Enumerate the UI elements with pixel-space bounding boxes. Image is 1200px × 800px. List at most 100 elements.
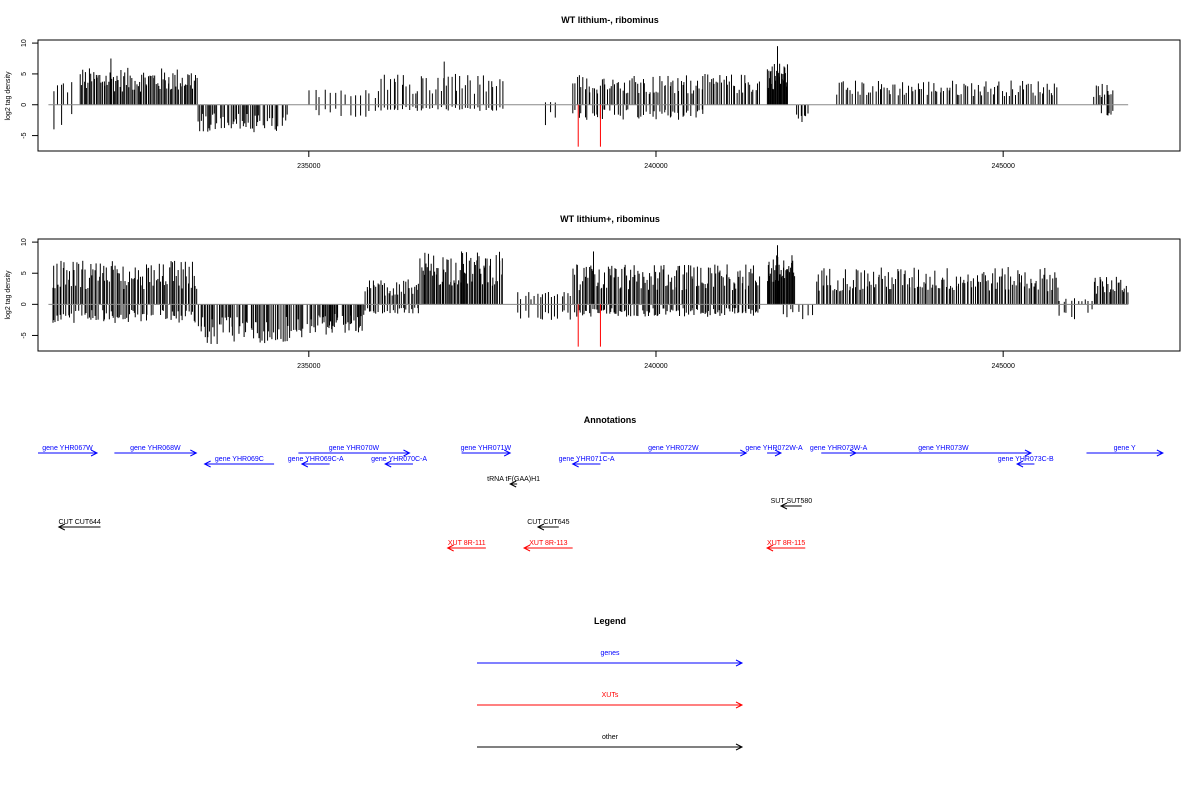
- feature-arrowhead: [403, 449, 411, 457]
- feature-arrowhead: [774, 449, 783, 457]
- feature-arrowhead: [446, 544, 454, 552]
- track-title: WT lithium-, ribominus: [561, 15, 659, 25]
- legend-entry: other: [477, 734, 744, 751]
- feature-arrowhead: [1024, 449, 1033, 457]
- feature-label: gene YHR070W: [329, 445, 380, 452]
- y-tick-label: 10: [21, 39, 28, 47]
- feature-arrowhead: [740, 449, 748, 457]
- legend-arrowhead: [735, 701, 744, 709]
- feature-label: gene YHR071C-A: [559, 456, 615, 463]
- annotation-feature: CUT CUT645: [527, 519, 570, 531]
- x-tick-label: 235000: [297, 163, 320, 170]
- legend-title: Legend: [594, 616, 626, 626]
- feature-label: gene YHR073C-B: [998, 456, 1054, 463]
- annotation-features: gene YHR067W gene YHR068W gene YHR069C gene…: [38, 445, 1164, 552]
- y-tick-label: 10: [21, 238, 28, 246]
- y-axis-label: log2 tag density: [5, 71, 12, 121]
- feature-arrowhead: [522, 544, 531, 552]
- annotation-feature: gene YHR067W: [38, 445, 99, 457]
- feature-label: gene YHR067W: [42, 445, 93, 452]
- annotation-feature: gene Y: [1086, 445, 1164, 457]
- annotation-feature: SUT SUT580: [771, 498, 813, 510]
- feature-label: gene YHR072W-A: [745, 445, 803, 452]
- x-tick-label: 240000: [644, 163, 667, 170]
- feature-label: CUT CUT644: [59, 519, 101, 526]
- feature-label: gene YHR070C-A: [371, 456, 427, 463]
- annotation-feature: tRNA tF(GAA)H1: [487, 476, 540, 488]
- annotation-feature: gene YHR072W-A: [745, 445, 803, 457]
- annotation-feature: gene YHR070C-A: [371, 456, 427, 468]
- x-tick-label: 245000: [991, 163, 1014, 170]
- feature-arrowhead: [779, 502, 788, 510]
- feature-arrowhead: [509, 480, 517, 488]
- legend-label: XUTs: [602, 692, 619, 699]
- annotation-feature: XUT 8R-113: [522, 540, 573, 552]
- legend-arrowhead: [735, 659, 744, 667]
- feature-arrowhead: [1156, 449, 1164, 457]
- legend-entry: genes: [477, 650, 744, 667]
- feature-label: gene YHR069C-A: [288, 456, 344, 463]
- feature-label: XUT 8R-111: [448, 540, 486, 547]
- y-tick-label: 0: [21, 302, 28, 306]
- annotation-feature: CUT CUT644: [57, 519, 101, 531]
- feature-label: gene YHR072W: [648, 445, 699, 452]
- annotation-feature: gene YHR073C-B: [998, 456, 1054, 468]
- feature-label: XUT 8R-115: [767, 540, 805, 547]
- x-tick-label: 245000: [991, 363, 1014, 370]
- y-tick-label: -5: [21, 332, 28, 338]
- track-title: WT lithium+, ribominus: [560, 214, 660, 224]
- x-tick-label: 240000: [644, 363, 667, 370]
- feature-arrowhead: [1015, 460, 1024, 468]
- annotation-feature: gene YHR072W: [600, 445, 748, 457]
- annotation-feature: XUT 8R-115: [765, 540, 805, 552]
- track-panel-lithium-minus: WT lithium-, ribominus log2 tag density …: [5, 15, 1181, 170]
- tag-density-plot: -5 0 5 10 235000 240000 245000: [21, 39, 1129, 170]
- feature-label: CUT CUT645: [527, 519, 569, 526]
- feature-arrowhead: [90, 449, 99, 457]
- legend-label: other: [602, 734, 619, 741]
- annotations-panel: Annotations gene YHR067W gene YHR068Wgene…: [38, 415, 1164, 552]
- y-tick-label: 5: [21, 72, 28, 76]
- annotation-feature: gene YHR070W: [298, 445, 411, 457]
- feature-arrowhead: [536, 523, 545, 531]
- annotation-feature: gene YHR068W: [114, 445, 198, 457]
- y-axis-label: log2 tag density: [5, 270, 12, 320]
- feature-arrowhead: [300, 460, 309, 468]
- tag-density-plot: -5 0 5 10 235000 240000 245000: [21, 238, 1129, 370]
- plot-frame: [37, 39, 1181, 152]
- annotation-feature: gene YHR071C-A: [559, 456, 615, 468]
- y-tick-label: -5: [21, 132, 28, 138]
- feature-label: gene YHR068W: [130, 445, 181, 452]
- annotations-title: Annotations: [584, 415, 637, 425]
- y-tick-label: 5: [21, 271, 28, 275]
- legend-label: genes: [600, 650, 620, 657]
- annotation-feature: gene YHR069C-A: [288, 456, 344, 468]
- feature-label: gene Y: [1114, 445, 1136, 452]
- track-panel-lithium-plus: WT lithium+, ribominus log2 tag density …: [5, 214, 1181, 370]
- feature-arrowhead: [765, 544, 774, 552]
- legend-entries: genes XUTs other: [477, 650, 744, 751]
- annotation-feature: gene YHR071W: [461, 445, 512, 457]
- legend-arrowhead: [735, 743, 744, 751]
- feature-arrowhead: [57, 523, 66, 531]
- feature-arrowhead: [203, 460, 211, 468]
- feature-label: SUT SUT580: [771, 498, 813, 505]
- feature-label: XUT 8R-113: [529, 540, 567, 547]
- y-tick-label: 0: [21, 103, 28, 107]
- feature-label: gene YHR071W: [461, 445, 512, 452]
- feature-arrowhead: [503, 449, 512, 457]
- legend-panel: Legend genes XUTs other: [477, 616, 744, 751]
- x-tick-label: 235000: [297, 363, 320, 370]
- legend-entry: XUTs: [477, 692, 744, 709]
- annotation-feature: gene YHR069C: [203, 456, 275, 468]
- feature-label: gene YHR069C: [215, 456, 264, 463]
- feature-label: tRNA tF(GAA)H1: [487, 476, 540, 483]
- feature-arrowhead: [571, 460, 579, 468]
- feature-arrowhead: [190, 449, 198, 457]
- plot-frame: [37, 238, 1181, 352]
- feature-arrowhead: [384, 460, 392, 468]
- feature-label: gene YHR073W: [918, 445, 969, 452]
- annotation-feature: XUT 8R-111: [446, 540, 486, 552]
- feature-label: gene YHR073W-A: [810, 445, 868, 452]
